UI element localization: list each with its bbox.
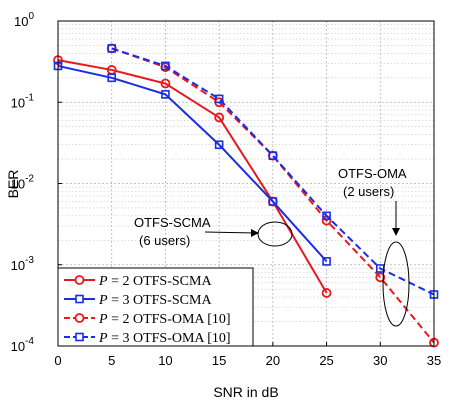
legend-marker — [74, 275, 85, 285]
x-axis-label: SNR in dB — [213, 384, 278, 400]
data-point — [160, 78, 171, 89]
series-2 — [53, 61, 331, 266]
data-point — [107, 44, 117, 53]
annotation-otfs-scma-arrow — [204, 231, 259, 234]
y-tick-label: 10-4 — [11, 336, 35, 354]
annotations-layer: OTFS-SCMA (6 users) OTFS-OMA (2 users) — [134, 166, 410, 327]
annotation-otfs-oma-ellipse — [382, 241, 410, 327]
data-point — [214, 112, 225, 123]
y-tick-label: 10-1 — [11, 92, 35, 110]
data-point — [321, 288, 332, 298]
y-tick-label: 100 — [14, 11, 34, 29]
legend-label: P = 3 OTFS-OMA [10] — [98, 331, 231, 346]
y-tick-label: 10-3 — [11, 255, 35, 273]
y-tick-label: 10-2 — [11, 174, 35, 192]
data-point — [322, 211, 331, 221]
tick-layer: 0 5 10 15 20 25 30 35 100 10-1 10-2 10-3 10-4 — [11, 11, 442, 368]
annotation-otfs-scma-arrowhead — [251, 229, 259, 237]
data-point — [107, 73, 117, 83]
annotation-otfs-oma-line1: OTFS-OMA — [338, 166, 407, 181]
x-tick-label: 20 — [266, 353, 280, 368]
x-tick-label: 0 — [54, 353, 61, 368]
x-tick-label: 25 — [319, 353, 333, 368]
data-point — [375, 272, 386, 283]
legend-label: P = 3 OTFS-SCMA — [98, 293, 212, 308]
legend: P = 2 OTFS-SCMA P = 3 OTFS-SCMA P = 2 OTFS… — [57, 267, 254, 347]
x-tick-label: 30 — [373, 353, 387, 368]
data-point — [268, 151, 278, 160]
annotation-otfs-oma-arrowhead — [392, 228, 400, 236]
annotation-otfs-scma-line2: (6 users) — [139, 233, 190, 248]
data-point — [268, 197, 278, 206]
annotation-otfs-oma-line2: (2 users) — [343, 184, 394, 199]
series-line — [111, 47, 435, 344]
legend-label: P = 2 OTFS-OMA [10] — [98, 312, 231, 327]
x-tick-label: 5 — [108, 353, 115, 368]
series-line — [57, 64, 328, 263]
series-line — [57, 59, 328, 294]
data-point — [322, 257, 331, 266]
data-point — [161, 90, 170, 99]
y-axis-label: BER — [5, 170, 21, 199]
legend-label: P = 2 OTFS-SCMA — [98, 274, 212, 289]
data-point — [161, 61, 170, 71]
annotation-otfs-scma-line1: OTFS-SCMA — [134, 215, 211, 230]
x-tick-label: 10 — [158, 353, 172, 368]
x-tick-label: 15 — [212, 353, 226, 368]
series-line — [111, 47, 435, 296]
data-point — [214, 94, 224, 104]
legend-marker — [74, 313, 85, 323]
legend-marker — [75, 294, 84, 304]
x-tick-label: 35 — [427, 353, 441, 368]
legend-marker — [75, 332, 84, 342]
data-point — [214, 140, 224, 150]
annotation-otfs-scma-ellipse — [257, 221, 293, 247]
